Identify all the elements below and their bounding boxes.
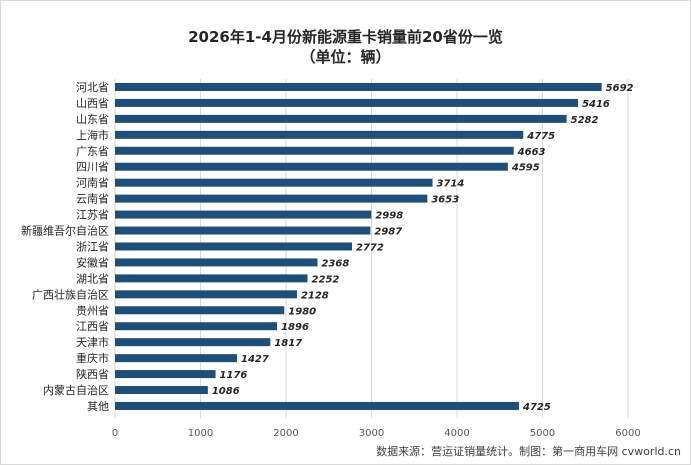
- category-label: 浙江省: [76, 240, 109, 253]
- bar: [115, 386, 208, 395]
- bar: [115, 98, 579, 107]
- x-tick-label: 1000: [188, 428, 213, 439]
- category-label: 广东省: [76, 145, 109, 158]
- bar: [115, 242, 353, 251]
- bar: [115, 274, 308, 283]
- data-label: 4725: [522, 402, 551, 413]
- x-tick-label: 4000: [444, 428, 469, 439]
- data-label: 3653: [431, 195, 459, 206]
- category-label: 内蒙古自治区: [43, 383, 109, 397]
- bar: [115, 338, 271, 347]
- bar: [115, 210, 372, 219]
- category-label: 山西省: [76, 97, 109, 110]
- bar: [115, 401, 519, 410]
- category-label: 河北省: [76, 81, 109, 94]
- data-label: 5692: [606, 83, 634, 94]
- bar: [115, 306, 285, 315]
- data-label: 2987: [374, 227, 402, 238]
- category-label: 陕西省: [76, 367, 109, 381]
- category-label: 新疆维吾尔自治区: [21, 224, 109, 238]
- data-label: 1980: [288, 306, 316, 317]
- bar: [115, 354, 238, 363]
- data-label: 4775: [526, 131, 555, 142]
- data-label: 2252: [312, 274, 340, 285]
- bar: [115, 258, 318, 267]
- category-label: 四川省: [76, 161, 109, 174]
- x-tick-label: 3000: [359, 428, 384, 439]
- bar: [115, 130, 524, 139]
- bar: [115, 114, 567, 123]
- data-label: 4663: [517, 147, 546, 158]
- bar: [115, 290, 297, 299]
- data-label: 2128: [301, 290, 329, 301]
- x-tick-label: 0: [112, 428, 118, 439]
- data-label: 2772: [356, 242, 384, 253]
- bar: [115, 146, 514, 155]
- chart-subtitle: （单位：辆）: [300, 48, 391, 66]
- bar: [115, 162, 508, 171]
- category-label: 其他: [87, 400, 109, 413]
- data-label: 1817: [274, 338, 302, 349]
- x-tick-label: 6000: [615, 428, 640, 439]
- source-note: 数据来源：营运证销量统计。制图：第一商用车网 cvworld.cn: [376, 445, 681, 458]
- category-label: 湖北省: [76, 272, 109, 285]
- data-label: 3714: [437, 179, 465, 190]
- category-label: 上海市: [76, 128, 109, 142]
- category-label: 云南省: [76, 193, 109, 206]
- category-label: 山东省: [76, 113, 109, 126]
- bar: [115, 226, 371, 235]
- x-tick-label: 5000: [530, 428, 555, 439]
- data-label: 4595: [511, 163, 540, 174]
- category-label: 江西省: [76, 320, 109, 333]
- data-label: 1176: [220, 370, 248, 381]
- bar: [115, 194, 428, 203]
- bar: [115, 370, 216, 379]
- chart-title: 2026年1-4月份新能源重卡销量前20省份一览: [188, 28, 503, 46]
- category-label: 重庆市: [76, 351, 109, 365]
- data-label: 2998: [375, 211, 403, 222]
- x-tick-label: 2000: [273, 428, 298, 439]
- bar: [115, 82, 602, 91]
- category-label: 天津市: [76, 335, 109, 349]
- data-label: 2368: [321, 258, 349, 269]
- data-label: 5416: [582, 99, 610, 110]
- data-label: 1427: [241, 354, 269, 365]
- category-label: 安徽省: [76, 255, 109, 269]
- category-label: 江苏省: [76, 209, 109, 222]
- category-label: 贵州省: [76, 304, 109, 317]
- bar: [115, 178, 433, 187]
- data-label: 5282: [571, 115, 599, 126]
- data-label: 1086: [212, 386, 240, 397]
- bar: [115, 322, 278, 331]
- category-label: 河南省: [76, 177, 109, 190]
- data-label: 1896: [281, 322, 309, 333]
- category-label: 广西壮族自治区: [32, 287, 109, 301]
